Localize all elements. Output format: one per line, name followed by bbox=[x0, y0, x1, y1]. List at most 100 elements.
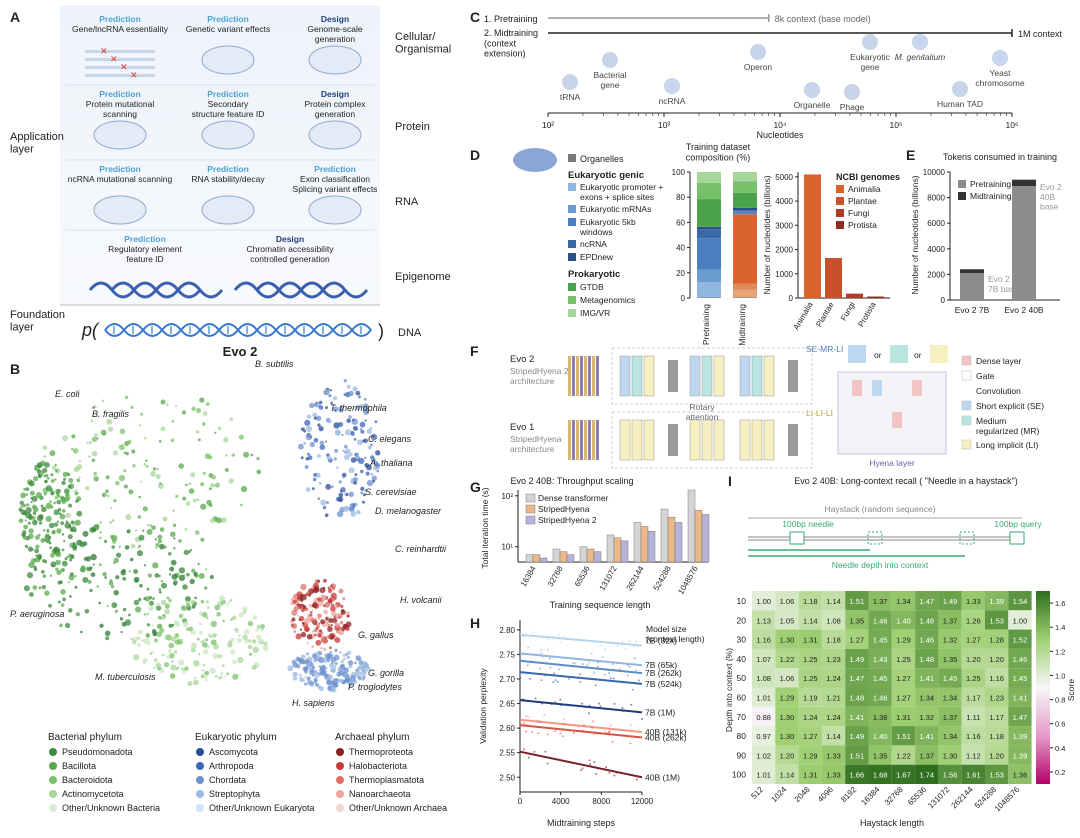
heatmap-value: 1.29 bbox=[780, 694, 795, 703]
scatter-point bbox=[99, 531, 102, 534]
g-bar bbox=[593, 551, 602, 563]
heatmap-value: 1.01 bbox=[756, 694, 771, 703]
scatter-point bbox=[113, 450, 119, 456]
heatmap-cell bbox=[915, 726, 939, 746]
label-line: 1.43 bbox=[873, 655, 888, 664]
scatter-point bbox=[304, 658, 310, 664]
heatmap-cell bbox=[775, 591, 799, 611]
cbar-tick: 0.2 bbox=[1055, 768, 1065, 777]
scatter-point bbox=[147, 573, 152, 578]
evo1-label: Evo 1 bbox=[510, 422, 534, 433]
scatter-point bbox=[295, 633, 302, 640]
scatter-point bbox=[340, 489, 343, 493]
legend-title: Prokaryotic bbox=[568, 269, 620, 280]
legend-swatch bbox=[49, 776, 57, 784]
heatmap-value: 1.30 bbox=[780, 713, 795, 722]
layer-name: Cellular/Organismal bbox=[395, 31, 451, 56]
heatmap-value: 1.22 bbox=[780, 655, 795, 664]
comp-bar-segment bbox=[733, 172, 757, 182]
scatter-point bbox=[334, 605, 339, 609]
scatter-point bbox=[61, 548, 65, 552]
label-line: Prediction bbox=[124, 234, 166, 244]
label-line: 5000 bbox=[775, 173, 793, 182]
label-line: Organismal bbox=[395, 44, 451, 56]
scatter-point bbox=[348, 664, 353, 669]
scatter-point bbox=[118, 444, 125, 451]
scatter-point bbox=[333, 457, 337, 461]
scatter-point bbox=[187, 680, 193, 687]
label-line: 1.23 bbox=[989, 694, 1004, 703]
scatter-point bbox=[104, 630, 111, 637]
scatter-point bbox=[91, 450, 98, 457]
comp-ytick: 40 bbox=[676, 244, 685, 253]
heatmap-cell bbox=[985, 706, 1009, 727]
scatter-point bbox=[152, 562, 159, 569]
scatter-point bbox=[155, 474, 161, 480]
legend-item: Plantae bbox=[848, 196, 877, 206]
scatter-point bbox=[318, 656, 325, 664]
scatter-point bbox=[311, 609, 314, 612]
scatter-point bbox=[67, 534, 73, 540]
scatter-point bbox=[168, 642, 175, 649]
heatmap-cell bbox=[798, 726, 822, 746]
heatmap-value: 1.54 bbox=[1013, 597, 1028, 606]
base-pair bbox=[246, 326, 248, 334]
scatter-point bbox=[21, 532, 27, 538]
label-line: C bbox=[470, 9, 480, 25]
molecule-icon bbox=[201, 45, 255, 75]
scatter-point bbox=[73, 529, 77, 532]
scatter-point bbox=[256, 634, 262, 640]
label-line: 2. Midtraining bbox=[484, 28, 538, 38]
heatmap-value: 1.34 bbox=[896, 597, 911, 606]
scatter-point bbox=[166, 596, 170, 600]
legend-swatch bbox=[836, 185, 844, 193]
scatter-point bbox=[124, 395, 129, 400]
legend-swatch bbox=[196, 748, 204, 756]
scatter-point bbox=[56, 528, 62, 534]
legend-swatch bbox=[961, 355, 972, 366]
heatmap-value: 1.37 bbox=[919, 751, 934, 760]
h-point bbox=[591, 726, 594, 729]
scatter-point bbox=[64, 557, 68, 561]
scatter-point bbox=[38, 514, 44, 520]
scatter-point bbox=[42, 445, 48, 451]
heatmap-cell bbox=[915, 764, 939, 784]
label-line: 1.34 bbox=[943, 732, 958, 741]
label-line: 1.39 bbox=[1013, 751, 1028, 760]
label-line: 1.06 bbox=[780, 597, 795, 606]
h-point bbox=[557, 633, 560, 636]
label-line: 1.29 bbox=[803, 751, 818, 760]
scatter-point bbox=[181, 605, 187, 611]
heatmap-cell bbox=[821, 687, 846, 707]
scatter-point bbox=[32, 511, 37, 515]
scatter-point bbox=[306, 608, 309, 611]
label-line: Yeast bbox=[990, 68, 1012, 78]
label-line: 1.06 bbox=[780, 674, 795, 683]
task-icon bbox=[308, 120, 362, 150]
heatmap-cell bbox=[985, 610, 1009, 630]
scatter-point bbox=[305, 487, 311, 492]
scatter-point bbox=[329, 650, 333, 655]
g-bar bbox=[660, 508, 669, 563]
h-series-label: 7B (32k) bbox=[645, 636, 677, 646]
label-line: Tokens consumed in training bbox=[943, 152, 1057, 162]
organelle-icon bbox=[513, 148, 557, 172]
label-line: Pretraining bbox=[970, 179, 1011, 189]
scatter-point bbox=[172, 509, 175, 512]
h-point bbox=[641, 717, 643, 720]
scatter-point bbox=[50, 479, 55, 483]
heatmap-value: 1.45 bbox=[873, 636, 888, 645]
p-symbol: p( bbox=[81, 320, 100, 340]
label-line: G bbox=[470, 479, 481, 495]
label-line: 1.45 bbox=[873, 674, 888, 683]
scatter-point bbox=[346, 674, 350, 678]
label-line: 1.48 bbox=[919, 616, 934, 625]
scatter-point bbox=[138, 495, 141, 499]
label-line: feature ID bbox=[126, 254, 163, 264]
heatmap-cell bbox=[985, 591, 1009, 611]
heatmap-cell bbox=[938, 648, 962, 669]
task-text: RNA stability/decay bbox=[191, 174, 265, 184]
label-line: 2.70 bbox=[499, 675, 515, 684]
scatter-point bbox=[143, 637, 150, 645]
heatmap-value: 1.61 bbox=[966, 771, 981, 780]
